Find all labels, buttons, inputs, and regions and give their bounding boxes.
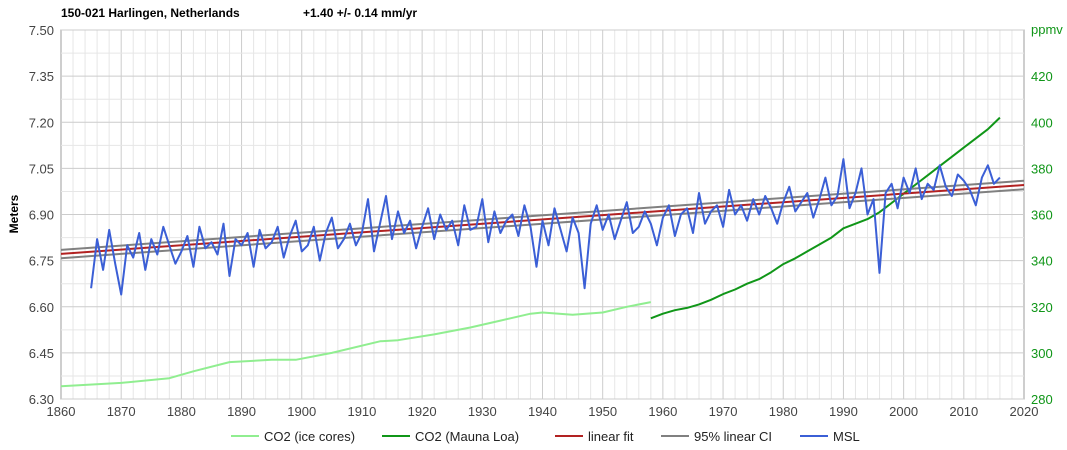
- x-axis-ticks: 1860 1870 1880 1890 1900 1910 1920 1930 1940 1950…: [47, 404, 1039, 419]
- x-tick-label: 1870: [107, 404, 136, 419]
- x-tick-label: 1910: [347, 404, 376, 419]
- x-tick-label: 1980: [769, 404, 798, 419]
- y2-tick-label: 360: [1031, 208, 1053, 223]
- x-tick-label: 2000: [889, 404, 918, 419]
- y-tick-label: 6.90: [29, 208, 54, 223]
- y-axis-label: Meters: [7, 194, 21, 233]
- legend: CO2 (ice cores) CO2 (Mauna Loa) linear fit…: [231, 429, 860, 444]
- y-tick-label: 7.50: [29, 23, 54, 38]
- series-lines: [60, 116, 1025, 388]
- y2-tick-label: 320: [1031, 300, 1053, 315]
- linear-fit-line: [60, 184, 1025, 255]
- x-tick-label: 1920: [408, 404, 437, 419]
- y2-tick-label: 380: [1031, 161, 1053, 176]
- chart-title: 150-021 Harlingen, Netherlands: [61, 6, 240, 20]
- grid-lines: [61, 29, 1024, 400]
- co2-ice-cores-line: [60, 301, 651, 388]
- legend-label: 95% linear CI: [694, 429, 772, 444]
- legend-label: CO2 (Mauna Loa): [415, 429, 519, 444]
- y2-axis-label: ppmv: [1031, 22, 1063, 37]
- x-tick-label: 2020: [1010, 404, 1039, 419]
- co2-mauna-loa-line: [650, 116, 1001, 320]
- y-tick-label: 7.20: [29, 115, 54, 130]
- legend-label: linear fit: [588, 429, 634, 444]
- y-tick-label: 6.45: [29, 346, 54, 361]
- y2-tick-label: 340: [1031, 254, 1053, 269]
- x-tick-label: 1970: [709, 404, 738, 419]
- y2-tick-label: 420: [1031, 69, 1053, 84]
- trend-rate: +1.40 +/- 0.14 mm/yr: [303, 6, 418, 20]
- y2-tick-label: 300: [1031, 346, 1053, 361]
- right-axis-ticks: 280 300 320 340 360 380 400 420: [1031, 69, 1053, 407]
- y-tick-label: 6.60: [29, 300, 54, 315]
- x-tick-label: 1900: [287, 404, 316, 419]
- x-tick-label: 1960: [648, 404, 677, 419]
- left-axis-ticks: 6.30 6.45 6.60 6.75 6.90 7.05 7.20 7.35 7.50: [29, 23, 54, 407]
- y-tick-label: 6.75: [29, 254, 54, 269]
- x-tick-label: 1860: [47, 404, 76, 419]
- x-tick-label: 1890: [227, 404, 256, 419]
- x-tick-label: 1880: [167, 404, 196, 419]
- y-tick-label: 7.35: [29, 69, 54, 84]
- y2-tick-label: 400: [1031, 115, 1053, 130]
- y-tick-label: 7.05: [29, 161, 54, 176]
- x-tick-label: 2010: [949, 404, 978, 419]
- x-tick-label: 1950: [588, 404, 617, 419]
- legend-label: MSL: [833, 429, 860, 444]
- x-tick-label: 1930: [468, 404, 497, 419]
- x-tick-label: 1990: [829, 404, 858, 419]
- x-tick-label: 1940: [528, 404, 557, 419]
- msl-line: [90, 158, 1001, 296]
- y2-tick-label: 280: [1031, 392, 1053, 407]
- legend-label: CO2 (ice cores): [264, 429, 355, 444]
- y-tick-label: 6.30: [29, 392, 54, 407]
